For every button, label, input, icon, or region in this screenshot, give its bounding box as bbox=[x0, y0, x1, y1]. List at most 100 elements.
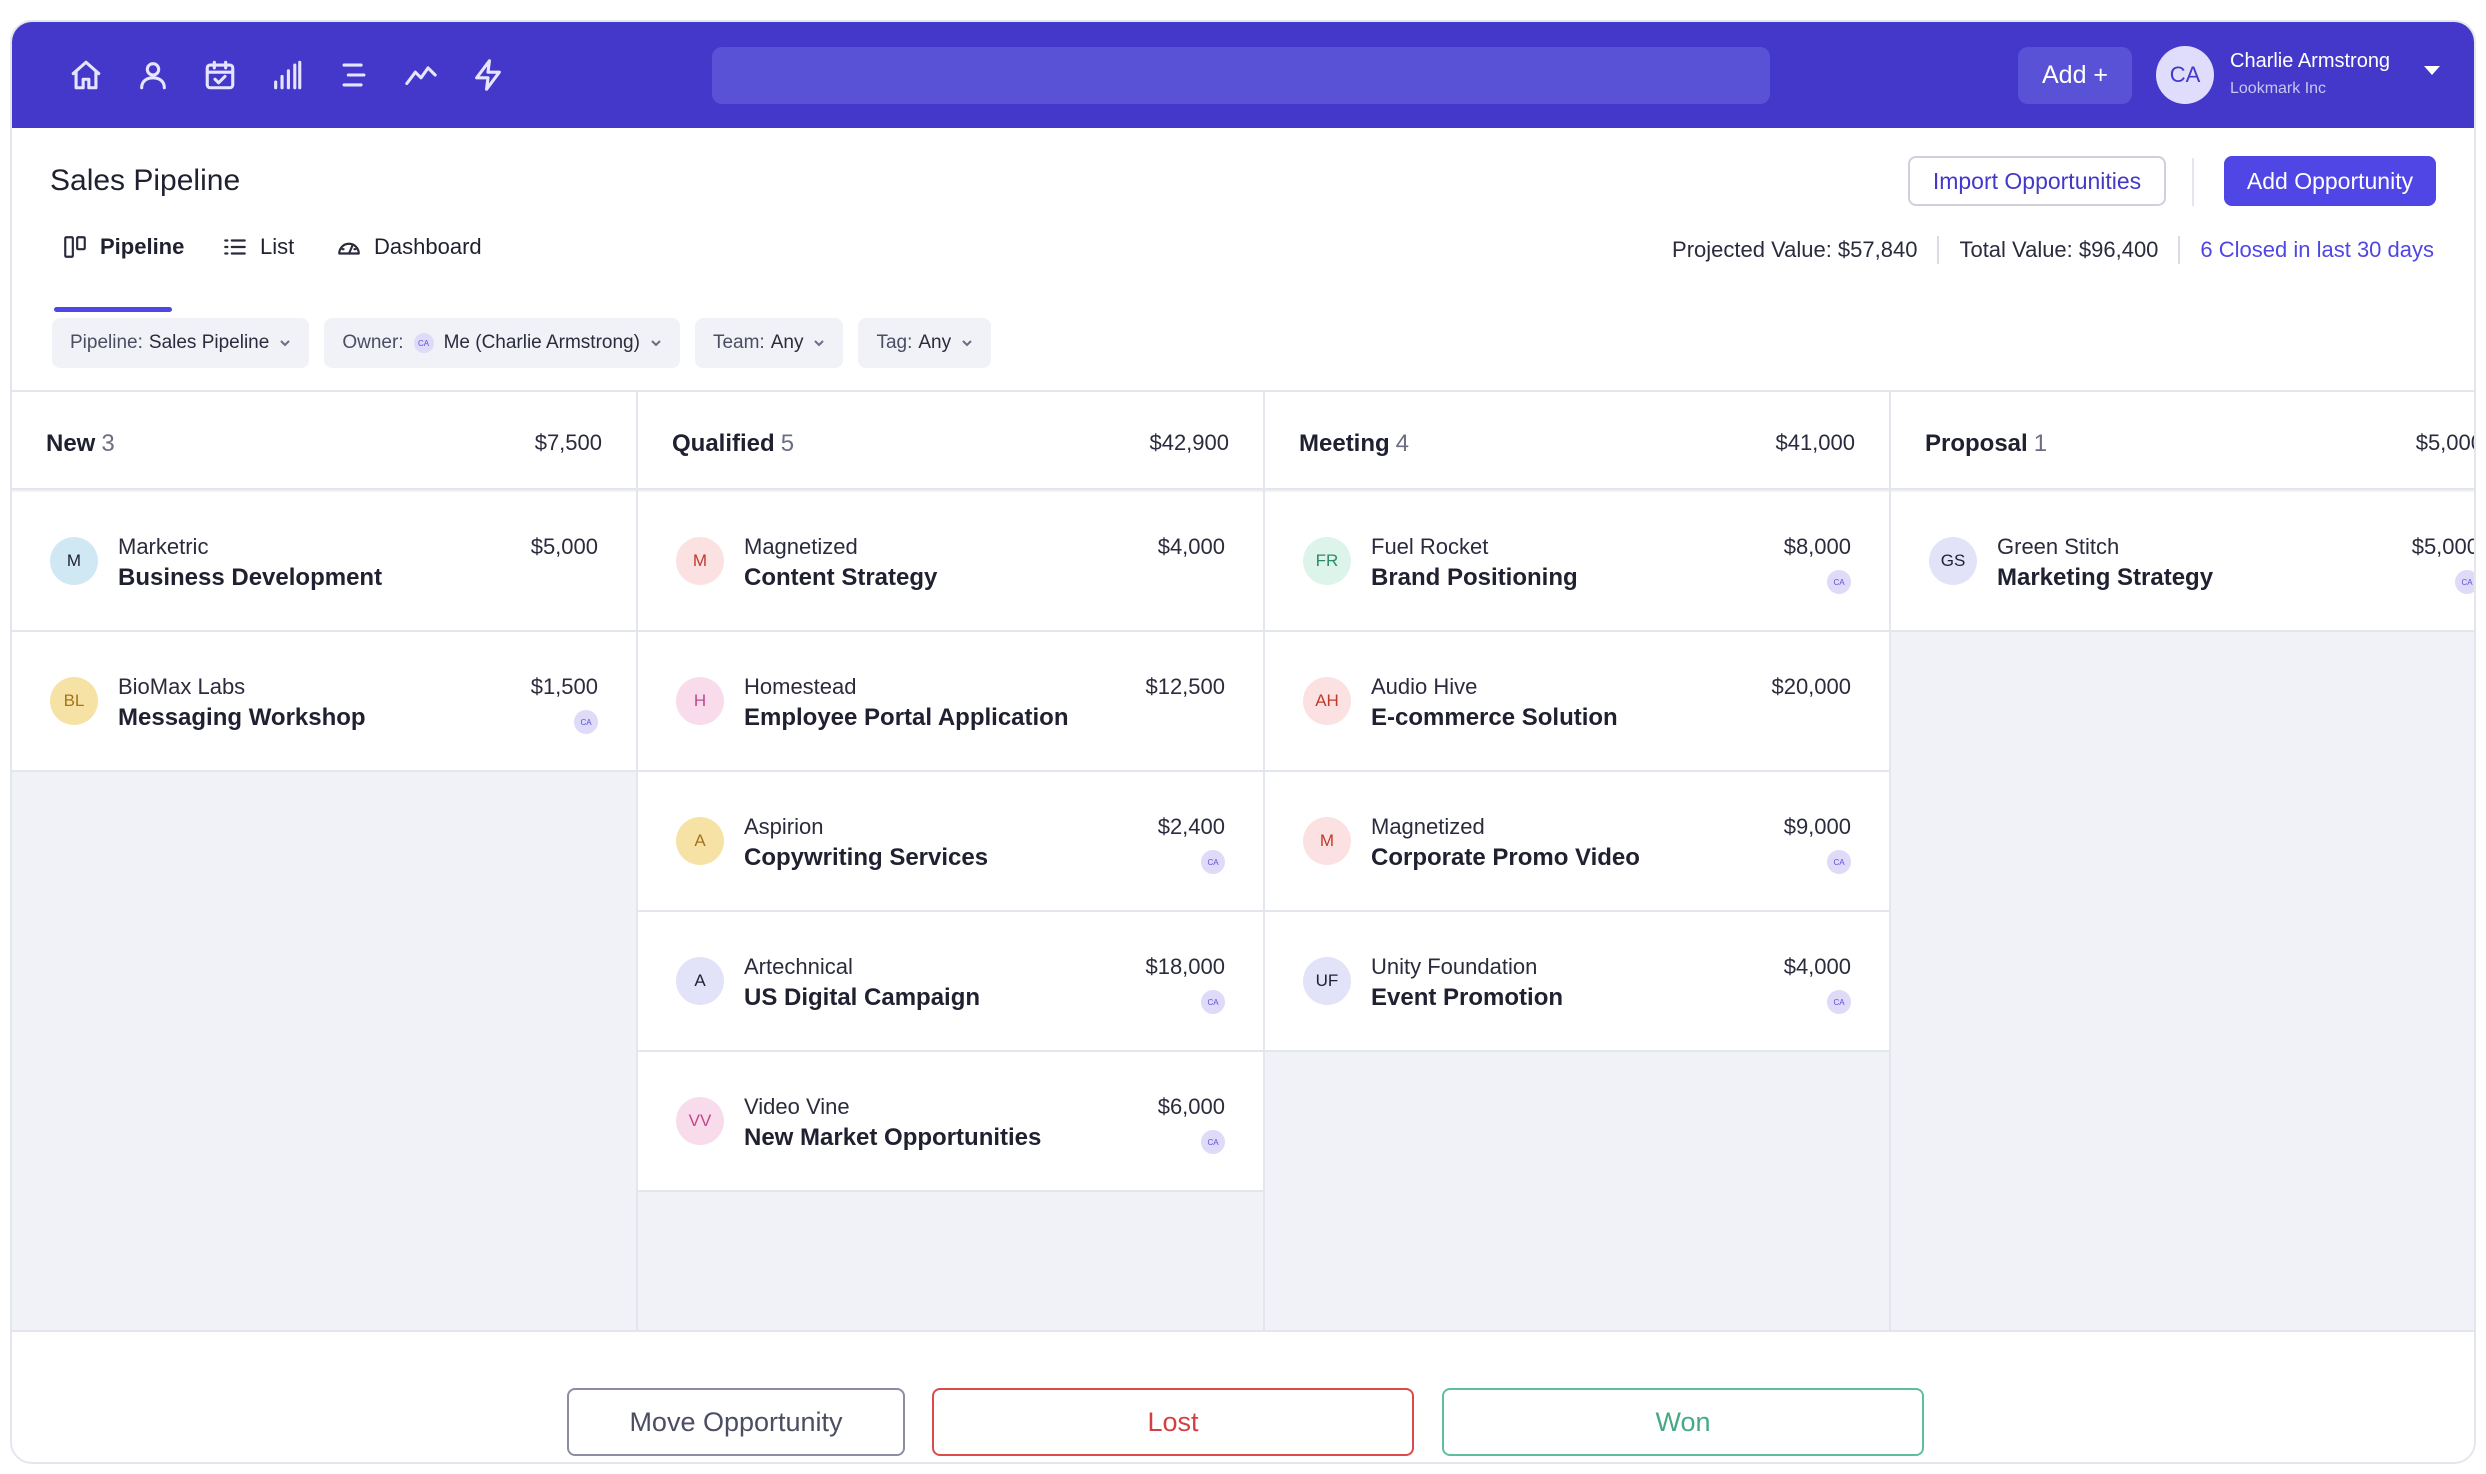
opportunity-card[interactable]: BL BioMax Labs Messaging Workshop $1,500… bbox=[12, 632, 636, 772]
tab-dashboard[interactable]: Dashboard bbox=[336, 234, 482, 314]
top-nav-bar: Add + CA Charlie Armstrong Lookmark Inc bbox=[12, 22, 2474, 128]
column-count: 4 bbox=[1395, 430, 1410, 457]
company-avatar: A bbox=[676, 817, 724, 865]
trend-line-icon[interactable] bbox=[387, 22, 454, 128]
column-title: New bbox=[46, 430, 96, 457]
opportunity-title: Business Development bbox=[118, 564, 383, 591]
opportunity-amount: $4,000 bbox=[1157, 534, 1225, 559]
calendar-check-icon[interactable] bbox=[186, 22, 253, 128]
home-icon[interactable] bbox=[52, 22, 119, 128]
won-button[interactable]: Won bbox=[1442, 1388, 1924, 1456]
company-name: Fuel Rocket bbox=[1371, 534, 1489, 559]
add-opportunity-button[interactable]: Add Opportunity bbox=[2224, 156, 2436, 206]
pipeline-filter[interactable]: Pipeline: Sales Pipeline bbox=[52, 318, 310, 368]
column-count: 1 bbox=[2033, 430, 2048, 457]
opportunity-card[interactable]: M Magnetized Corporate Promo Video $9,00… bbox=[1265, 772, 1889, 912]
tab-list[interactable]: List bbox=[222, 234, 294, 314]
total-value: Total Value: $96,400 bbox=[1959, 237, 2159, 262]
opportunity-card[interactable]: VV Video Vine New Market Opportunities $… bbox=[638, 1052, 1263, 1192]
filter-label: Owner: bbox=[342, 332, 404, 353]
owner-avatar: CA bbox=[1201, 850, 1225, 874]
column-header: Meeting 4 $41,000 bbox=[1265, 392, 1889, 490]
owner-avatar: CA bbox=[1201, 1130, 1225, 1154]
opportunity-card[interactable]: GS Green Stitch Marketing Strategy $5,00… bbox=[1891, 492, 2476, 632]
company-avatar: GS bbox=[1929, 537, 1977, 585]
closed-deals-link[interactable]: 6 Closed in last 30 days bbox=[2200, 237, 2434, 262]
add-button[interactable]: Add + bbox=[2018, 47, 2132, 104]
owner-avatar: CA bbox=[1827, 570, 1851, 594]
opportunity-card[interactable]: H Homestead Employee Portal Application … bbox=[638, 632, 1263, 772]
opportunity-card[interactable]: AH Audio Hive E-commerce Solution $20,00… bbox=[1265, 632, 1889, 772]
user-avatar[interactable]: CA bbox=[2156, 46, 2214, 104]
page-title: Sales Pipeline bbox=[50, 164, 241, 197]
opportunity-card[interactable]: M Marketric Business Development $5,000 bbox=[12, 492, 636, 632]
company-name: Artechnical bbox=[744, 954, 853, 979]
company-avatar: M bbox=[676, 537, 724, 585]
tab-pipeline[interactable]: Pipeline bbox=[62, 234, 184, 314]
owner-avatar: CA bbox=[2455, 570, 2474, 594]
column-title: Meeting bbox=[1299, 430, 1390, 457]
tab-label: Dashboard bbox=[374, 234, 482, 259]
company-name: Audio Hive bbox=[1371, 674, 1478, 699]
owner-avatar: CA bbox=[413, 333, 434, 353]
filter-label: Team: bbox=[712, 332, 765, 353]
opportunity-amount: $18,000 bbox=[1145, 954, 1225, 979]
search-input[interactable] bbox=[712, 47, 1770, 104]
column-count: 3 bbox=[101, 430, 115, 457]
opportunity-title: US Digital Campaign bbox=[744, 984, 981, 1011]
user-icon[interactable] bbox=[119, 22, 186, 128]
pipeline-board: New 3 $7,500 M Marketric Business Develop… bbox=[12, 390, 2476, 1332]
filter-label: Tag: bbox=[876, 332, 913, 353]
owner-filter[interactable]: Owner: CA Me (Charlie Armstrong) bbox=[324, 318, 680, 368]
opportunity-card[interactable]: A Artechnical US Digital Campaign $18,00… bbox=[638, 912, 1263, 1052]
tag-filter[interactable]: Tag: Any bbox=[858, 318, 992, 368]
filter-value: Any bbox=[770, 332, 804, 353]
import-opportunities-button[interactable]: Import Opportunities bbox=[1908, 156, 2166, 206]
user-company: Lookmark Inc bbox=[2230, 80, 2327, 97]
active-tab-indicator bbox=[54, 307, 172, 312]
menu-lines-icon[interactable] bbox=[320, 22, 387, 128]
opportunity-amount: $5,000 bbox=[530, 534, 598, 559]
column-meeting: Meeting 4 $41,000 FR Fuel Rocket Brand Po… bbox=[1265, 392, 1891, 1332]
company-avatar: VV bbox=[676, 1097, 724, 1145]
caret-down-icon[interactable] bbox=[2424, 66, 2440, 75]
company-name: Video Vine bbox=[744, 1094, 850, 1119]
company-avatar: A bbox=[676, 957, 724, 1005]
column-title: Qualified bbox=[672, 430, 775, 457]
column-name: Meeting 4 bbox=[1299, 430, 1409, 458]
column-total: $5,000 bbox=[2415, 430, 2474, 455]
app-window: Add + CA Charlie Armstrong Lookmark Inc … bbox=[10, 20, 2476, 1464]
company-avatar: M bbox=[50, 537, 98, 585]
opportunity-title: E-commerce Solution bbox=[1371, 704, 1618, 731]
opportunity-card[interactable]: UF Unity Foundation Event Promotion $4,0… bbox=[1265, 912, 1889, 1052]
column-new: New 3 $7,500 M Marketric Business Develop… bbox=[12, 392, 638, 1332]
opportunity-amount: $5,000 bbox=[2411, 534, 2476, 559]
opportunity-amount: $2,400 bbox=[1157, 814, 1225, 839]
company-name: Unity Foundation bbox=[1371, 954, 1538, 979]
lost-button[interactable]: Lost bbox=[932, 1388, 1414, 1456]
opportunity-amount: $4,000 bbox=[1783, 954, 1851, 979]
filter-value: Any bbox=[918, 332, 952, 353]
lightning-icon[interactable] bbox=[454, 22, 521, 128]
action-footer: Move Opportunity Lost Won bbox=[12, 1330, 2474, 1462]
opportunity-title: Copywriting Services bbox=[744, 844, 989, 871]
company-name: BioMax Labs bbox=[118, 674, 246, 699]
opportunity-card[interactable]: FR Fuel Rocket Brand Positioning $8,000 … bbox=[1265, 492, 1889, 632]
column-title: Proposal bbox=[1925, 430, 2028, 457]
bar-chart-icon[interactable] bbox=[253, 22, 320, 128]
column-total: $7,500 bbox=[534, 430, 602, 455]
opportunity-card[interactable]: A Aspirion Copywriting Services $2,400 C… bbox=[638, 772, 1263, 912]
team-filter[interactable]: Team: Any bbox=[694, 318, 844, 368]
opportunity-card[interactable]: M Magnetized Content Strategy $4,000 bbox=[638, 492, 1263, 632]
opportunity-title: Corporate Promo Video bbox=[1371, 844, 1640, 871]
opportunity-amount: $6,000 bbox=[1157, 1094, 1225, 1119]
opportunity-title: Content Strategy bbox=[744, 564, 938, 591]
move-opportunity-button[interactable]: Move Opportunity bbox=[567, 1388, 905, 1456]
opportunity-title: New Market Opportunities bbox=[744, 1124, 1042, 1151]
column-name: New 3 bbox=[46, 430, 115, 458]
column-qualified: Qualified 5 $42,900 M Magnetized Content … bbox=[638, 392, 1265, 1332]
column-count: 5 bbox=[780, 430, 795, 457]
opportunity-amount: $9,000 bbox=[1783, 814, 1851, 839]
